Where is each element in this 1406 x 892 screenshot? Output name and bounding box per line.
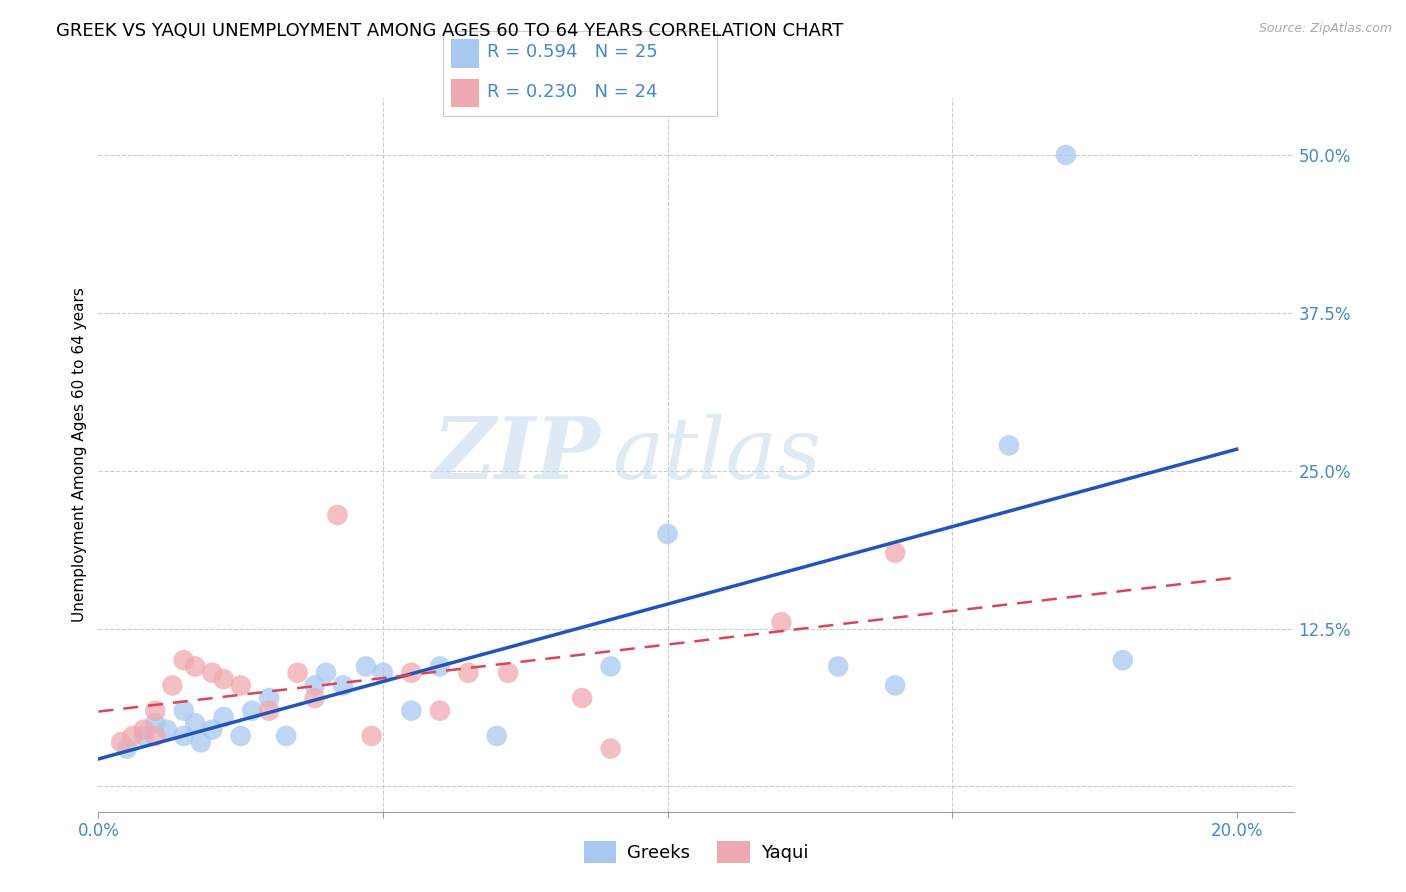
- Point: [287, 665, 309, 680]
- Point: [354, 659, 377, 673]
- Point: [201, 723, 224, 737]
- Point: [132, 723, 155, 737]
- Text: GREEK VS YAQUI UNEMPLOYMENT AMONG AGES 60 TO 64 YEARS CORRELATION CHART: GREEK VS YAQUI UNEMPLOYMENT AMONG AGES 6…: [56, 22, 844, 40]
- Point: [212, 710, 235, 724]
- Point: [1112, 653, 1135, 667]
- Point: [143, 729, 166, 743]
- Point: [326, 508, 349, 522]
- Point: [115, 741, 138, 756]
- Point: [332, 678, 354, 692]
- Point: [884, 546, 907, 560]
- Point: [485, 729, 508, 743]
- Text: Source: ZipAtlas.com: Source: ZipAtlas.com: [1258, 22, 1392, 36]
- Point: [110, 735, 132, 749]
- Point: [143, 716, 166, 731]
- Point: [121, 729, 143, 743]
- Point: [496, 665, 519, 680]
- Point: [770, 615, 793, 630]
- Point: [429, 659, 451, 673]
- Point: [173, 729, 195, 743]
- Point: [156, 723, 179, 737]
- Point: [173, 653, 195, 667]
- Text: atlas: atlas: [613, 414, 821, 496]
- Point: [998, 438, 1021, 452]
- Point: [571, 691, 593, 706]
- Point: [240, 704, 263, 718]
- Point: [184, 659, 207, 673]
- Point: [429, 704, 451, 718]
- Point: [201, 665, 224, 680]
- Point: [360, 729, 382, 743]
- Text: ZIP: ZIP: [433, 413, 600, 497]
- Point: [827, 659, 849, 673]
- Point: [401, 665, 423, 680]
- Point: [457, 665, 479, 680]
- Point: [599, 741, 621, 756]
- Point: [162, 678, 184, 692]
- Point: [304, 678, 326, 692]
- FancyBboxPatch shape: [451, 39, 478, 68]
- Point: [599, 659, 621, 673]
- Point: [229, 678, 252, 692]
- Point: [371, 665, 394, 680]
- Point: [190, 735, 212, 749]
- Point: [212, 672, 235, 686]
- Y-axis label: Unemployment Among Ages 60 to 64 years: Unemployment Among Ages 60 to 64 years: [72, 287, 87, 623]
- Point: [884, 678, 907, 692]
- Point: [315, 665, 337, 680]
- Point: [229, 729, 252, 743]
- Legend: Greeks, Yaqui: Greeks, Yaqui: [576, 834, 815, 871]
- Text: R = 0.594   N = 25: R = 0.594 N = 25: [486, 44, 658, 62]
- Point: [401, 704, 423, 718]
- Point: [257, 691, 280, 706]
- Point: [173, 704, 195, 718]
- Point: [143, 704, 166, 718]
- Point: [657, 526, 679, 541]
- Text: R = 0.230   N = 24: R = 0.230 N = 24: [486, 83, 657, 101]
- Point: [304, 691, 326, 706]
- Point: [1054, 148, 1077, 162]
- FancyBboxPatch shape: [451, 78, 478, 108]
- Point: [184, 716, 207, 731]
- Point: [257, 704, 280, 718]
- Point: [132, 729, 155, 743]
- Point: [276, 729, 298, 743]
